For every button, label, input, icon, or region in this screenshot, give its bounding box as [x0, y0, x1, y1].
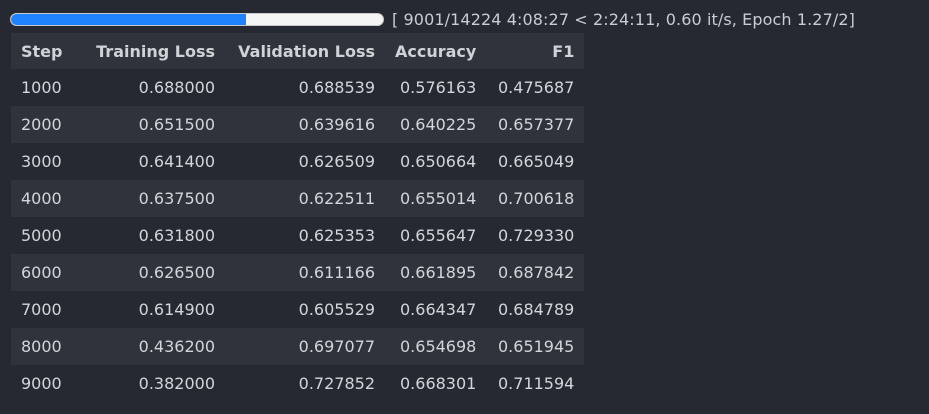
step-cell: 6000	[11, 254, 83, 291]
step-cell: 2000	[11, 106, 83, 143]
column-header-accuracy: Accuracy	[385, 33, 487, 69]
progress-bar	[10, 12, 384, 26]
validation-loss-cell: 0.605529	[225, 291, 385, 328]
step-cell: 5000	[11, 217, 83, 254]
validation-loss-cell: 0.626509	[225, 143, 385, 180]
training-loss-cell: 0.651500	[83, 106, 225, 143]
table-row: 9000 0.382000 0.727852 0.668301 0.711594	[11, 365, 585, 402]
training-metrics-table: Step Training Loss Validation Loss Accur…	[11, 33, 585, 402]
accuracy-cell: 0.664347	[385, 291, 487, 328]
f1-cell: 0.700618	[486, 180, 585, 217]
table-row: 8000 0.436200 0.697077 0.654698 0.651945	[11, 328, 585, 365]
table-body: 1000 0.688000 0.688539 0.576163 0.475687 2000…	[11, 69, 585, 402]
column-header-f1: F1	[486, 33, 585, 69]
training-loss-cell: 0.614900	[83, 291, 225, 328]
training-loss-cell: 0.436200	[83, 328, 225, 365]
step-cell: 9000	[11, 365, 83, 402]
table-row: 3000 0.641400 0.626509 0.650664 0.665049	[11, 143, 585, 180]
step-cell: 1000	[11, 69, 83, 106]
validation-loss-cell: 0.625353	[225, 217, 385, 254]
training-loss-cell: 0.626500	[83, 254, 225, 291]
table-row: 6000 0.626500 0.611166 0.661895 0.687842	[11, 254, 585, 291]
validation-loss-cell: 0.727852	[225, 365, 385, 402]
training-loss-cell: 0.641400	[83, 143, 225, 180]
accuracy-cell: 0.655014	[385, 180, 487, 217]
training-progress: [ 9001/14224 4:08:27 < 2:24:11, 0.60 it/…	[10, 8, 855, 30]
validation-loss-cell: 0.688539	[225, 69, 385, 106]
f1-cell: 0.687842	[486, 254, 585, 291]
table-header-row: Step Training Loss Validation Loss Accur…	[11, 33, 585, 69]
column-header-step: Step	[11, 33, 83, 69]
progress-bar-fill	[11, 13, 247, 25]
training-loss-cell: 0.637500	[83, 180, 225, 217]
f1-cell: 0.711594	[486, 365, 585, 402]
accuracy-cell: 0.655647	[385, 217, 487, 254]
f1-cell: 0.475687	[486, 69, 585, 106]
f1-cell: 0.729330	[486, 217, 585, 254]
step-cell: 3000	[11, 143, 83, 180]
f1-cell: 0.665049	[486, 143, 585, 180]
step-cell: 4000	[11, 180, 83, 217]
table-row: 7000 0.614900 0.605529 0.664347 0.684789	[11, 291, 585, 328]
accuracy-cell: 0.654698	[385, 328, 487, 365]
f1-cell: 0.684789	[486, 291, 585, 328]
table-row: 2000 0.651500 0.639616 0.640225 0.657377	[11, 106, 585, 143]
accuracy-cell: 0.668301	[385, 365, 487, 402]
accuracy-cell: 0.640225	[385, 106, 487, 143]
validation-loss-cell: 0.639616	[225, 106, 385, 143]
f1-cell: 0.651945	[486, 328, 585, 365]
training-loss-cell: 0.382000	[83, 365, 225, 402]
training-loss-cell: 0.688000	[83, 69, 225, 106]
accuracy-cell: 0.576163	[385, 69, 487, 106]
validation-loss-cell: 0.611166	[225, 254, 385, 291]
f1-cell: 0.657377	[486, 106, 585, 143]
step-cell: 7000	[11, 291, 83, 328]
validation-loss-cell: 0.622511	[225, 180, 385, 217]
accuracy-cell: 0.661895	[385, 254, 487, 291]
training-loss-cell: 0.631800	[83, 217, 225, 254]
validation-loss-cell: 0.697077	[225, 328, 385, 365]
table-row: 4000 0.637500 0.622511 0.655014 0.700618	[11, 180, 585, 217]
table-row: 5000 0.631800 0.625353 0.655647 0.729330	[11, 217, 585, 254]
column-header-training-loss: Training Loss	[83, 33, 225, 69]
table-row: 1000 0.688000 0.688539 0.576163 0.475687	[11, 69, 585, 106]
column-header-validation-loss: Validation Loss	[225, 33, 385, 69]
progress-status-text: [ 9001/14224 4:08:27 < 2:24:11, 0.60 it/…	[392, 9, 855, 29]
accuracy-cell: 0.650664	[385, 143, 487, 180]
step-cell: 8000	[11, 328, 83, 365]
